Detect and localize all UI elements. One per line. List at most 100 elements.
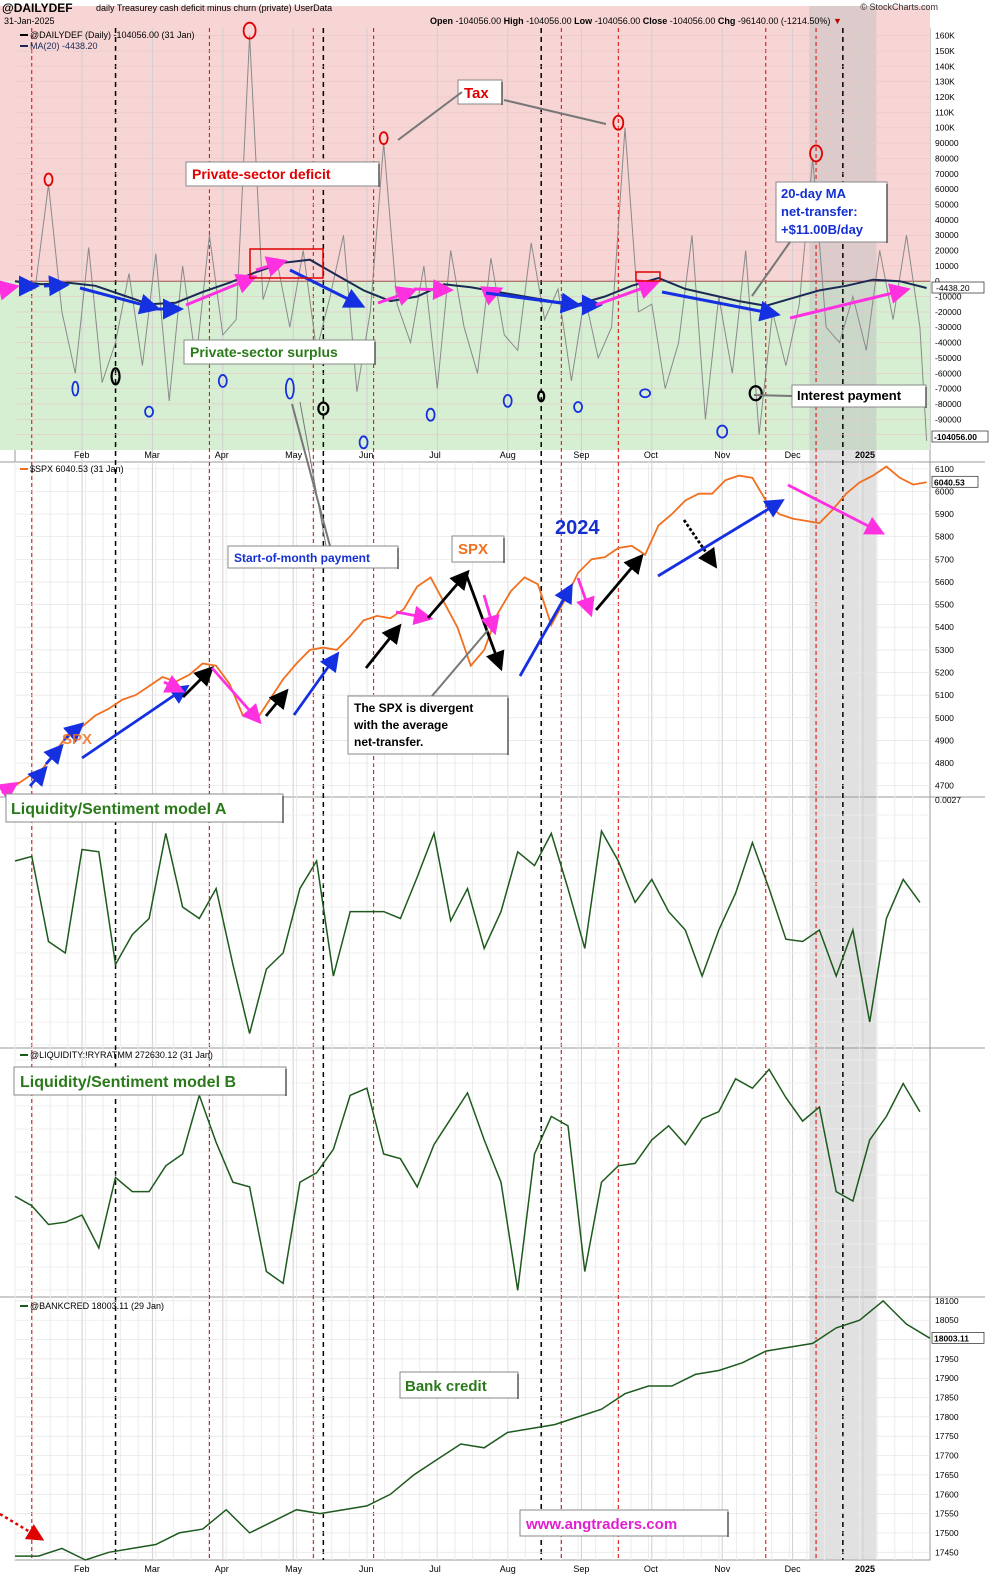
y-tick-label: 18050 [935,1315,959,1325]
trend-arrow [377,286,418,306]
payment-circle [284,377,295,400]
last-value-tag [931,281,985,294]
y-tick-label: 5700 [935,554,954,564]
month-label: Apr [215,1564,229,1574]
trend-arrow [594,553,644,611]
model-b-line [14,1068,921,1291]
close-value: -104056.00 [669,16,716,26]
trend-arrow [264,688,289,717]
y-tick-label: 17800 [935,1412,959,1422]
payment-circle [144,405,154,418]
trend-arrow [289,268,366,308]
raw-deficit-line [14,35,928,441]
y-tick-label: 18100 [935,1296,959,1306]
y-tick-label: -40000 [935,338,962,348]
month-label: Nov [714,450,731,460]
interest-label: Interest payment [797,388,902,403]
trend-arrow [255,256,288,277]
chg-value: -96140.00 (-1214.50%) [737,16,831,26]
source-text: UserData [294,3,333,13]
payment-circle [358,435,369,450]
month-label: Sep [573,1564,589,1574]
trend-arrow [0,1512,45,1541]
y-tick-label: 120K [935,92,955,102]
divergent-line3: net-transfer. [354,735,423,749]
y-tick-label: 80000 [935,153,959,163]
deficit-label: Private-sector deficit [192,166,331,182]
tax-label: Tax [464,85,489,102]
divergent-line1: The SPX is divergent [354,701,473,715]
y-tick-label: 0 [935,276,940,286]
tax-spike-circle [43,172,54,187]
y-tick-label: 90000 [935,138,959,148]
trend-arrow [163,674,186,693]
low-label: Low [574,16,593,26]
interest-circle [748,385,763,402]
y-tick-label: -70000 [935,384,962,394]
y-tick-label: 4900 [935,735,954,745]
ma-note-line3: +$11.00B/day [781,222,864,237]
tax-spike-circle [242,21,257,40]
payment-circle [502,393,513,408]
tax-box [457,79,503,105]
legend-dailydef: @DAILYDEF (Daily) -104056.00 (31 Jan) [30,30,195,40]
y-tick-label: 17650 [935,1470,959,1480]
y-tick-label: 130K [935,77,955,87]
y-tick-label: 140K [935,61,955,71]
month-label: May [285,450,303,460]
trend-arrow [682,519,718,569]
ma-note-line1: 20-day MA [781,186,847,201]
model-a-scale: 0.0027 [935,795,961,805]
surplus-band [0,281,930,450]
trend-arrow [485,291,582,314]
spx-top-label: SPX [458,541,488,558]
trend-arrow [576,577,595,618]
month-label: Mar [144,450,160,460]
last-value-ma: -4438.20 [936,283,970,293]
start-month-label: Start-of-month payment [234,551,370,565]
low-value: -104056.00 [594,16,641,26]
y-tick-label: 160K [935,31,955,41]
trend-arrow [426,569,470,619]
model-a-box [5,793,284,823]
last-value-tag [931,430,989,443]
divergent-box [347,695,509,755]
interest-pointer [753,394,793,397]
y-tick-label: 4800 [935,758,954,768]
month-label: Feb [74,1564,90,1574]
y-tick-label: 150K [935,46,955,56]
payment-circle [639,388,652,399]
trend-arrow [182,666,214,698]
payment-circle [716,424,729,439]
trend-arrow [63,722,85,743]
month-label: May [285,1564,303,1574]
trend-arrow [480,594,500,636]
y-tick-label: -80000 [935,399,962,409]
model-a-line [14,828,921,1034]
month-label: Mar [144,1564,160,1574]
month-label: Sep [573,450,589,460]
spx-left-label: SPX [62,731,92,748]
y-tick-label: -10000 [935,292,962,302]
y-tick-label: 6100 [935,464,954,474]
month-label: Dec [785,450,802,460]
y-tick-label: 17550 [935,1509,959,1519]
y-tick-label: 30000 [935,230,959,240]
open-value: -104056.00 [455,16,502,26]
tax-pointer [503,99,607,125]
y-tick-label: 17950 [935,1354,959,1364]
surplus-label: Private-sector surplus [190,344,338,360]
month-label: Jun [359,450,374,460]
trend-arrow [81,684,190,760]
tax-pointer [397,91,463,141]
y-tick-label: 5500 [935,600,954,610]
divergent-line2: with the average [353,718,448,732]
tax-spike-circle [809,144,823,163]
y-tick-label: 17750 [935,1431,959,1441]
month-label: Dec [785,1564,802,1574]
last-value-tag [931,1332,985,1344]
interest-circle [317,401,330,416]
trend-arrow [292,651,340,716]
y-tick-label: -30000 [935,322,962,332]
